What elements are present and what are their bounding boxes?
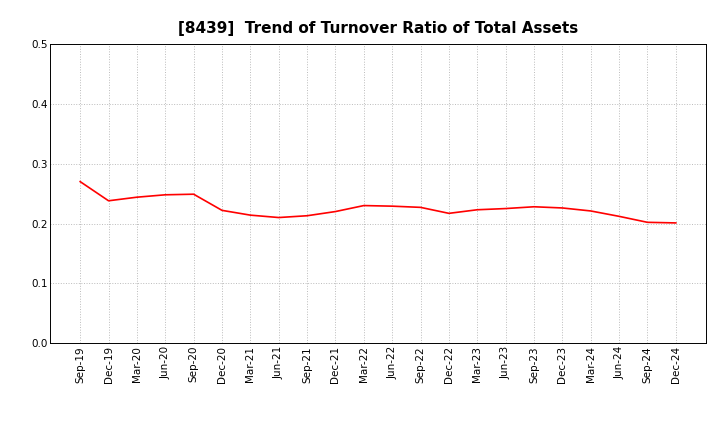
Title: [8439]  Trend of Turnover Ratio of Total Assets: [8439] Trend of Turnover Ratio of Total …	[178, 21, 578, 36]
